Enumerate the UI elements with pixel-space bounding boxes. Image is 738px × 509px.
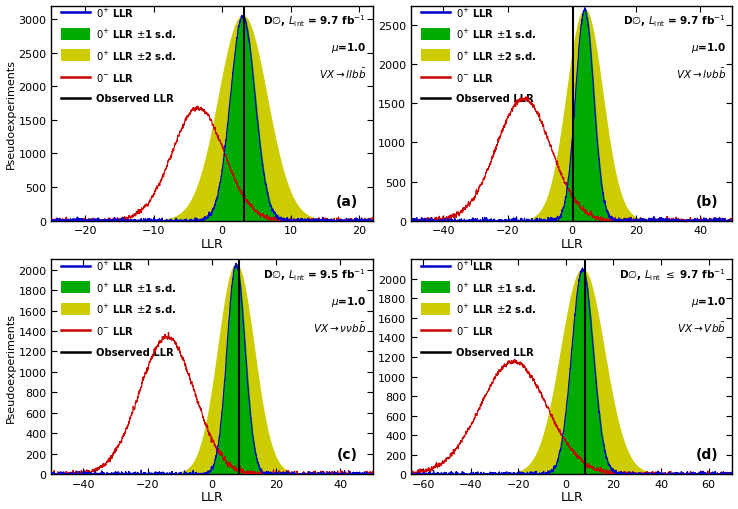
Text: Observed LLR: Observed LLR <box>96 347 174 357</box>
FancyBboxPatch shape <box>421 50 449 62</box>
Text: (a): (a) <box>336 194 358 208</box>
Text: $0^{+}$ LLR $\pm$2 s.d.: $0^{+}$ LLR $\pm$2 s.d. <box>456 49 537 63</box>
X-axis label: LLR: LLR <box>201 491 224 503</box>
Y-axis label: Pseudoexperiments: Pseudoexperiments <box>6 312 15 422</box>
Text: Observed LLR: Observed LLR <box>456 94 534 104</box>
X-axis label: LLR: LLR <box>201 237 224 250</box>
Text: D$\emptyset$, $L_{\mathsf{int}}$ $\leq$ 9.7 fb$^{-1}$: D$\emptyset$, $L_{\mathsf{int}}$ $\leq$ … <box>619 266 726 282</box>
Text: $0^{+}$ LLR: $0^{+}$ LLR <box>456 260 494 273</box>
FancyBboxPatch shape <box>421 303 449 315</box>
Text: $0^{-}$ LLR: $0^{-}$ LLR <box>456 325 494 336</box>
Text: $VX{\rightarrow}\nu\nu b\bar{b}$: $VX{\rightarrow}\nu\nu b\bar{b}$ <box>313 320 366 334</box>
Text: $0^{+}$ LLR $\pm$2 s.d.: $0^{+}$ LLR $\pm$2 s.d. <box>456 303 537 316</box>
FancyBboxPatch shape <box>61 50 90 62</box>
Text: $0^{+}$ LLR $\pm$1 s.d.: $0^{+}$ LLR $\pm$1 s.d. <box>456 28 537 41</box>
Text: D$\emptyset$, $L_{\mathsf{int}}$ = 9.5 fb$^{-1}$: D$\emptyset$, $L_{\mathsf{int}}$ = 9.5 f… <box>263 266 366 282</box>
Text: $\mu$=1.0: $\mu$=1.0 <box>331 294 366 308</box>
Text: $\mu$=1.0: $\mu$=1.0 <box>691 41 726 55</box>
Y-axis label: Pseudoexperiments: Pseudoexperiments <box>6 59 15 169</box>
Text: $VX{\rightarrow}llb\bar{b}$: $VX{\rightarrow}llb\bar{b}$ <box>319 67 366 81</box>
Text: $0^{+}$ LLR $\pm$1 s.d.: $0^{+}$ LLR $\pm$1 s.d. <box>456 281 537 294</box>
Text: (c): (c) <box>337 447 357 461</box>
FancyBboxPatch shape <box>421 29 449 41</box>
Text: $VX{\rightarrow}Vb\bar{b}$: $VX{\rightarrow}Vb\bar{b}$ <box>677 320 726 334</box>
FancyBboxPatch shape <box>61 282 90 294</box>
Text: (b): (b) <box>695 194 718 208</box>
Text: $\mu$=1.0: $\mu$=1.0 <box>331 41 366 55</box>
Text: $0^{-}$ LLR: $0^{-}$ LLR <box>456 71 494 83</box>
Text: $0^{+}$ LLR $\pm$2 s.d.: $0^{+}$ LLR $\pm$2 s.d. <box>96 303 177 316</box>
Text: $0^{+}$ LLR: $0^{+}$ LLR <box>96 260 134 273</box>
Text: $0^{-}$ LLR: $0^{-}$ LLR <box>96 71 134 83</box>
Text: Observed LLR: Observed LLR <box>456 347 534 357</box>
Text: $0^{-}$ LLR: $0^{-}$ LLR <box>96 325 134 336</box>
X-axis label: LLR: LLR <box>560 237 583 250</box>
FancyBboxPatch shape <box>61 303 90 315</box>
Text: D$\emptyset$, $L_{\mathsf{int}}$ = 9.7 fb$^{-1}$: D$\emptyset$, $L_{\mathsf{int}}$ = 9.7 f… <box>263 13 366 29</box>
Text: $0^{+}$ LLR: $0^{+}$ LLR <box>456 7 494 20</box>
Text: Observed LLR: Observed LLR <box>96 94 174 104</box>
Text: $0^{+}$ LLR: $0^{+}$ LLR <box>96 7 134 20</box>
FancyBboxPatch shape <box>61 29 90 41</box>
FancyBboxPatch shape <box>421 282 449 294</box>
Text: D$\emptyset$, $L_{\mathsf{int}}$ = 9.7 fb$^{-1}$: D$\emptyset$, $L_{\mathsf{int}}$ = 9.7 f… <box>624 13 726 29</box>
Text: $0^{+}$ LLR $\pm$1 s.d.: $0^{+}$ LLR $\pm$1 s.d. <box>96 281 177 294</box>
Text: $0^{+}$ LLR $\pm$2 s.d.: $0^{+}$ LLR $\pm$2 s.d. <box>96 49 177 63</box>
Text: $0^{+}$ LLR $\pm$1 s.d.: $0^{+}$ LLR $\pm$1 s.d. <box>96 28 177 41</box>
Text: $\mu$=1.0: $\mu$=1.0 <box>691 294 726 308</box>
Text: $VX{\rightarrow}l\nu b\bar{b}$: $VX{\rightarrow}l\nu b\bar{b}$ <box>676 67 726 81</box>
X-axis label: LLR: LLR <box>560 491 583 503</box>
Text: (d): (d) <box>695 447 718 461</box>
